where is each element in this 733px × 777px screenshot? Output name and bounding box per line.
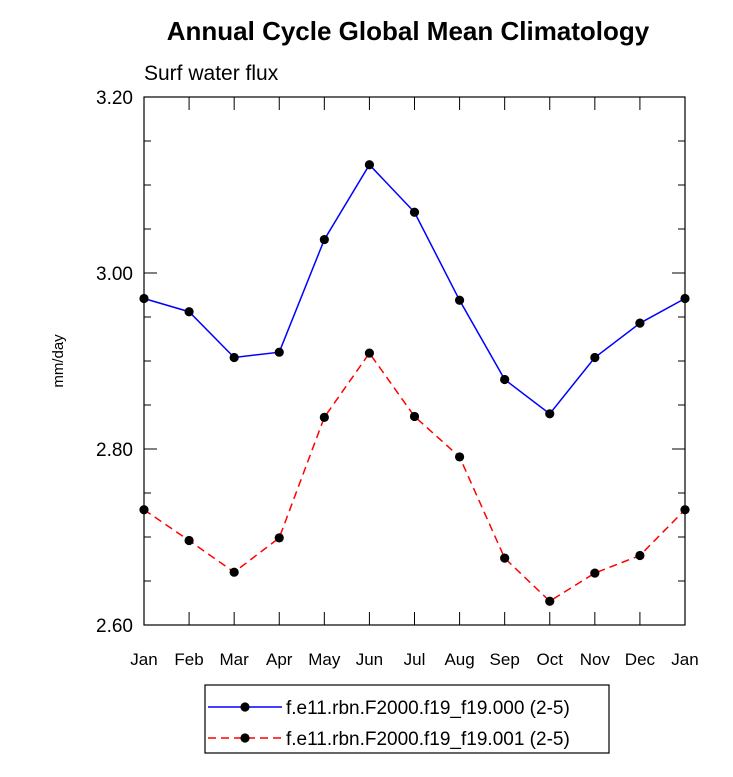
data-point — [454, 452, 465, 462]
x-tick-label: Jan — [671, 650, 698, 669]
data-point — [184, 535, 194, 546]
series-line-0 — [143, 163, 686, 415]
x-tick-label: Nov — [580, 650, 611, 669]
data-point — [409, 207, 420, 217]
x-tick-label: May — [308, 650, 341, 669]
x-tick-label: Oct — [537, 650, 564, 669]
legend: f.e11.rbn.F2000.f19_f19.000 (2-5) f.e11.r… — [208, 698, 570, 750]
y-axis: 2.60 2.80 3.00 3.20 — [96, 88, 685, 637]
legend-box — [204, 684, 610, 754]
chart-title: Annual Cycle Global Mean Climatology — [167, 16, 650, 46]
data-point — [364, 160, 375, 170]
x-tick-label: Jul — [404, 650, 426, 669]
y-tick-label: 3.00 — [96, 264, 133, 285]
x-tick-label: Jun — [356, 650, 383, 669]
x-tick-label: Aug — [444, 650, 474, 669]
data-point — [635, 550, 645, 561]
legend-marker-0 — [240, 702, 250, 712]
data-point — [229, 352, 239, 363]
data-point — [454, 295, 465, 305]
x-tick-label: Jan — [130, 650, 157, 669]
legend-label-1: f.e11.rbn.F2000.f19_f19.001 (2-5) — [286, 729, 570, 750]
data-point — [500, 553, 510, 563]
data-point — [274, 533, 284, 543]
x-axis: Jan Feb Mar Apr May Jun Jul Aug Sep Oct Nov Dec Jan — [130, 97, 699, 669]
y-tick-label: 3.20 — [96, 88, 133, 109]
chart-subtitle: Surf water flux — [144, 62, 279, 85]
y-axis-label: mm/day — [50, 334, 67, 388]
data-point — [139, 293, 149, 304]
data-point — [409, 411, 420, 422]
data-point — [500, 374, 510, 385]
data-point — [545, 596, 555, 606]
data-point — [635, 318, 645, 328]
x-tick-label: Apr — [266, 650, 293, 669]
x-tick-label: Dec — [625, 650, 656, 669]
legend-label-0: f.e11.rbn.F2000.f19_f19.000 (2-5) — [286, 698, 570, 719]
data-point — [274, 347, 284, 357]
data-point — [545, 409, 555, 419]
data-point — [680, 293, 690, 304]
x-tick-label: Sep — [490, 650, 520, 669]
series-line-1 — [143, 351, 686, 603]
data-point — [590, 352, 600, 363]
y-tick-label: 2.80 — [96, 440, 133, 461]
data-point — [590, 568, 600, 578]
data-point — [319, 412, 329, 422]
series-layer — [139, 160, 690, 606]
data-point — [139, 505, 149, 515]
y-tick-label: 2.60 — [96, 616, 133, 637]
data-point — [184, 307, 194, 317]
legend-marker-1 — [240, 733, 250, 743]
data-point — [680, 505, 690, 515]
x-tick-label: Feb — [174, 650, 203, 669]
data-point — [364, 348, 375, 358]
data-point — [229, 567, 239, 577]
x-tick-label: Mar — [220, 650, 250, 669]
plot-area-frame — [143, 96, 686, 626]
data-point — [319, 234, 329, 245]
